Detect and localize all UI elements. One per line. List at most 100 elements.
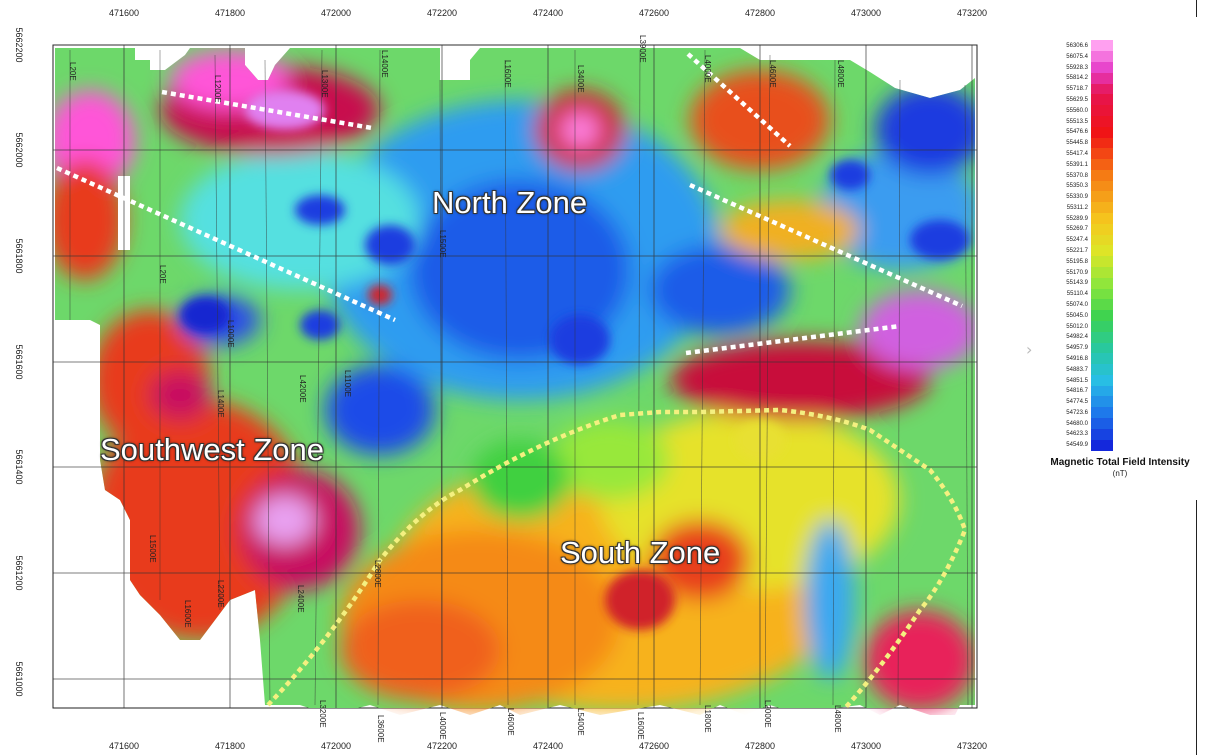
legend-swatch <box>1091 169 1113 182</box>
survey-line-label: L1600E <box>183 600 192 628</box>
x-tick-label-bottom: 472000 <box>321 741 351 751</box>
legend-swatch <box>1091 277 1113 290</box>
panel-divider-top <box>1196 0 1197 17</box>
survey-line-label: L3900E <box>638 35 647 63</box>
legend-swatch <box>1091 396 1113 408</box>
legend-row: 55247.4 <box>1058 234 1113 246</box>
legend-row: 55560.0 <box>1058 105 1113 117</box>
legend-swatch <box>1091 256 1113 268</box>
survey-line-label: L1000E <box>226 320 235 348</box>
legend-swatch <box>1091 418 1113 430</box>
legend-value: 54680.0 <box>1066 420 1088 427</box>
legend-value: 55814.2 <box>1066 75 1088 82</box>
legend-row: 55311.2 <box>1058 202 1113 214</box>
y-tick-label-left: 5662000 <box>14 132 24 167</box>
legend-swatch <box>1091 202 1113 214</box>
legend-value: 54883.7 <box>1066 366 1088 373</box>
legend-row: 55110.4 <box>1058 288 1113 300</box>
legend-swatch <box>1091 428 1113 441</box>
legend-swatch <box>1091 364 1113 376</box>
legend-value: 54957.9 <box>1066 345 1088 352</box>
legend-value: 54816.7 <box>1066 388 1088 395</box>
survey-line-label: L5400E <box>576 708 585 736</box>
legend-row: 55350.3 <box>1058 180 1113 192</box>
legend-swatch <box>1091 148 1113 160</box>
x-tick-label-top: 472600 <box>639 8 669 18</box>
legend-swatch <box>1091 40 1113 52</box>
survey-line-label: L2800E <box>373 560 382 588</box>
survey-line-label: L1600E <box>636 712 645 740</box>
legend-swatch <box>1091 234 1113 246</box>
legend-value: 56306.6 <box>1066 43 1088 50</box>
y-tick-label-left: 5662200 <box>14 27 24 62</box>
legend-row: 55718.7 <box>1058 83 1113 95</box>
legend-value: 55928.3 <box>1066 64 1088 71</box>
legend-swatch <box>1091 320 1113 333</box>
legend-swatch <box>1091 342 1113 354</box>
survey-line-label: L4600E <box>768 60 777 88</box>
legend-row: 55513.5 <box>1058 115 1113 128</box>
legend-swatch <box>1091 159 1113 171</box>
x-tick-label-top: 472800 <box>745 8 775 18</box>
legend-value: 55074.0 <box>1066 301 1088 308</box>
legend-value: 55110.4 <box>1066 291 1088 298</box>
legend-swatch <box>1091 407 1113 419</box>
legend-swatch <box>1091 439 1113 451</box>
legend-value: 55170.9 <box>1066 269 1088 276</box>
y-tick-label-left: 5661600 <box>14 344 24 379</box>
legend-value: 54916.8 <box>1066 355 1088 362</box>
legend-row: 54774.5 <box>1058 396 1113 408</box>
legend-row: 55417.4 <box>1058 148 1113 160</box>
x-tick-label-bottom: 472800 <box>745 741 775 751</box>
legend-swatch <box>1091 191 1113 203</box>
x-tick-label-top: 473200 <box>957 8 987 18</box>
legend-value: 54549.9 <box>1066 442 1088 449</box>
legend-value: 54774.5 <box>1066 399 1088 406</box>
legend-row: 54982.4 <box>1058 331 1113 343</box>
legend-swatch <box>1091 51 1113 63</box>
x-tick-label-bottom: 471600 <box>109 741 139 751</box>
survey-line-label: L1500E <box>438 230 447 258</box>
legend-row: 55045.0 <box>1058 310 1113 322</box>
legend-swatch <box>1091 331 1113 343</box>
legend-row: 55476.6 <box>1058 126 1113 138</box>
legend-swatch <box>1091 299 1113 311</box>
x-tick-label-bottom: 472400 <box>533 741 563 751</box>
survey-line-label: L3400E <box>576 65 585 93</box>
survey-line-label: L1400E <box>380 50 389 78</box>
legend-swatch <box>1091 61 1113 74</box>
legend-row: 54623.3 <box>1058 428 1113 441</box>
x-tick-label-top: 472200 <box>427 8 457 18</box>
survey-line-label: L1600E <box>503 60 512 88</box>
legend-value: 55311.2 <box>1066 204 1088 211</box>
legend-swatch <box>1091 266 1113 279</box>
legend-value: 55417.4 <box>1066 150 1088 157</box>
x-tick-label-top: 472000 <box>321 8 351 18</box>
legend-swatch <box>1091 83 1113 95</box>
survey-line-label: L3200E <box>318 700 327 728</box>
legend-swatch <box>1091 223 1113 236</box>
x-tick-label-top: 472400 <box>533 8 563 18</box>
legend-swatch <box>1091 245 1113 257</box>
legend-swatch <box>1091 213 1113 225</box>
legend-value: 55143.9 <box>1066 280 1088 287</box>
x-tick-label-bottom: 472600 <box>639 741 669 751</box>
legend-row: 55143.9 <box>1058 277 1113 290</box>
legend-row: 55445.8 <box>1058 137 1113 149</box>
chevron-right-icon[interactable]: › <box>1026 340 1033 359</box>
survey-line-label: L1200E <box>213 75 222 103</box>
legend-row: 55370.8 <box>1058 169 1113 182</box>
legend-swatch <box>1091 94 1113 106</box>
legend-row: 54549.9 <box>1058 439 1113 451</box>
magnetic-survey-map: 471600 471600 471800 471800 472000 472000 4722… <box>14 8 987 751</box>
x-tick-label-bottom: 472200 <box>427 741 457 751</box>
legend-row: 55195.8 <box>1058 256 1113 268</box>
legend-value: 55247.4 <box>1066 237 1088 244</box>
survey-line-label: L4200E <box>298 375 307 403</box>
survey-line-label: L4000E <box>703 55 712 83</box>
legend-swatch <box>1091 374 1113 387</box>
legend-swatch <box>1091 385 1113 397</box>
legend-value: 55391.1 <box>1066 161 1088 168</box>
map-grid <box>53 44 977 708</box>
legend-row: 55289.9 <box>1058 213 1113 225</box>
